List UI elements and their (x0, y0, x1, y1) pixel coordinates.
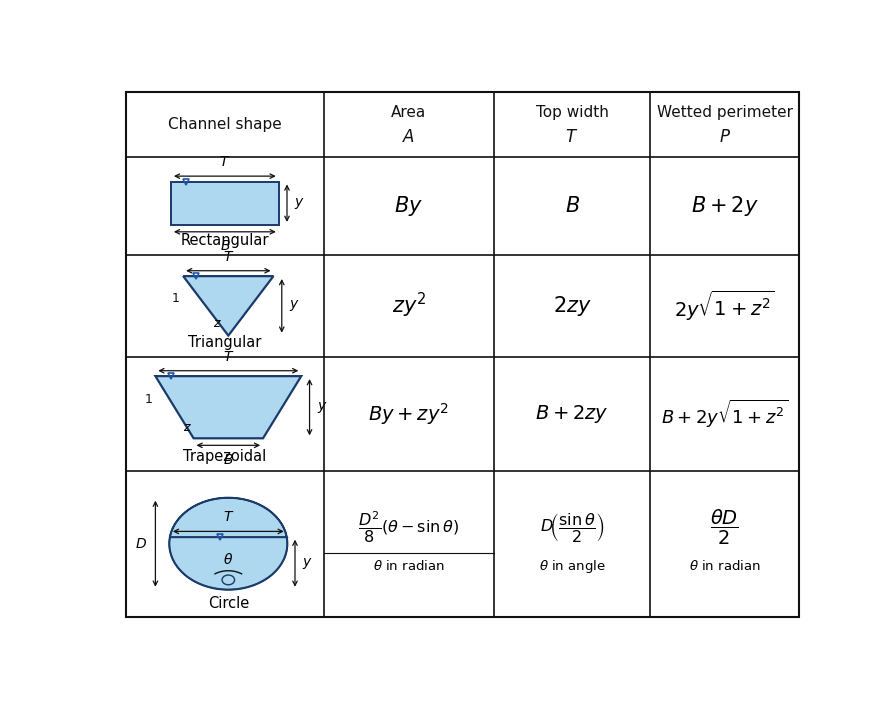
Text: $P$: $P$ (719, 128, 731, 146)
Text: $D\!\left(\dfrac{\sin\theta}{2}\right)$: $D\!\left(\dfrac{\sin\theta}{2}\right)$ (539, 511, 605, 544)
Text: $A$: $A$ (402, 128, 416, 146)
Text: $z$: $z$ (212, 317, 221, 330)
Text: 1: 1 (172, 292, 180, 305)
Text: $B+2y\sqrt{1+z^2}$: $B+2y\sqrt{1+z^2}$ (661, 398, 788, 430)
Text: $zy^2$: $zy^2$ (392, 291, 426, 320)
Text: $T$: $T$ (222, 350, 234, 364)
Polygon shape (169, 498, 288, 590)
Text: Trapezoidal: Trapezoidal (183, 449, 266, 464)
Text: $T$: $T$ (220, 154, 230, 168)
Text: Triangular: Triangular (188, 335, 262, 350)
Text: $T$: $T$ (222, 250, 234, 264)
Text: $2y\sqrt{1+z^2}$: $2y\sqrt{1+z^2}$ (675, 289, 775, 323)
Text: $\theta$ in radian: $\theta$ in radian (373, 559, 444, 574)
Text: Wetted perimeter: Wetted perimeter (657, 105, 793, 120)
Text: $By + zy^2$: $By + zy^2$ (368, 401, 449, 427)
Text: $\dfrac{\theta D}{2}$: $\dfrac{\theta D}{2}$ (711, 508, 739, 547)
Text: $By$: $By$ (394, 194, 423, 218)
Text: Channel shape: Channel shape (168, 117, 281, 132)
Text: $B + 2zy$: $B + 2zy$ (535, 403, 609, 425)
Text: $D$: $D$ (135, 537, 147, 550)
Text: $\theta$: $\theta$ (223, 552, 234, 567)
Text: $\theta$ in radian: $\theta$ in radian (689, 559, 761, 574)
Text: $T$: $T$ (565, 128, 579, 146)
Text: $z$: $z$ (184, 421, 193, 434)
Text: $\dfrac{D^2}{8}(\theta - \sin\theta)$: $\dfrac{D^2}{8}(\theta - \sin\theta)$ (358, 510, 460, 545)
Text: $\theta$ in angle: $\theta$ in angle (538, 558, 606, 575)
Text: Area: Area (392, 105, 426, 120)
Text: $2zy$: $2zy$ (553, 294, 591, 318)
Text: $y$: $y$ (294, 196, 305, 211)
Text: $T$: $T$ (222, 510, 234, 524)
Text: $B + 2y$: $B + 2y$ (691, 194, 759, 218)
Text: $B$: $B$ (564, 196, 580, 216)
Polygon shape (155, 376, 301, 438)
Text: $B$: $B$ (220, 239, 230, 253)
Text: $y$: $y$ (316, 399, 327, 415)
Text: Circle: Circle (208, 596, 249, 611)
Text: 1: 1 (145, 393, 152, 406)
Text: Rectangular: Rectangular (181, 233, 269, 248)
Text: $B$: $B$ (223, 453, 234, 467)
Text: Top width: Top width (536, 105, 608, 120)
Bar (171, 182, 279, 225)
Text: $y$: $y$ (289, 298, 299, 313)
Polygon shape (183, 276, 273, 336)
Text: $y$: $y$ (302, 556, 313, 571)
